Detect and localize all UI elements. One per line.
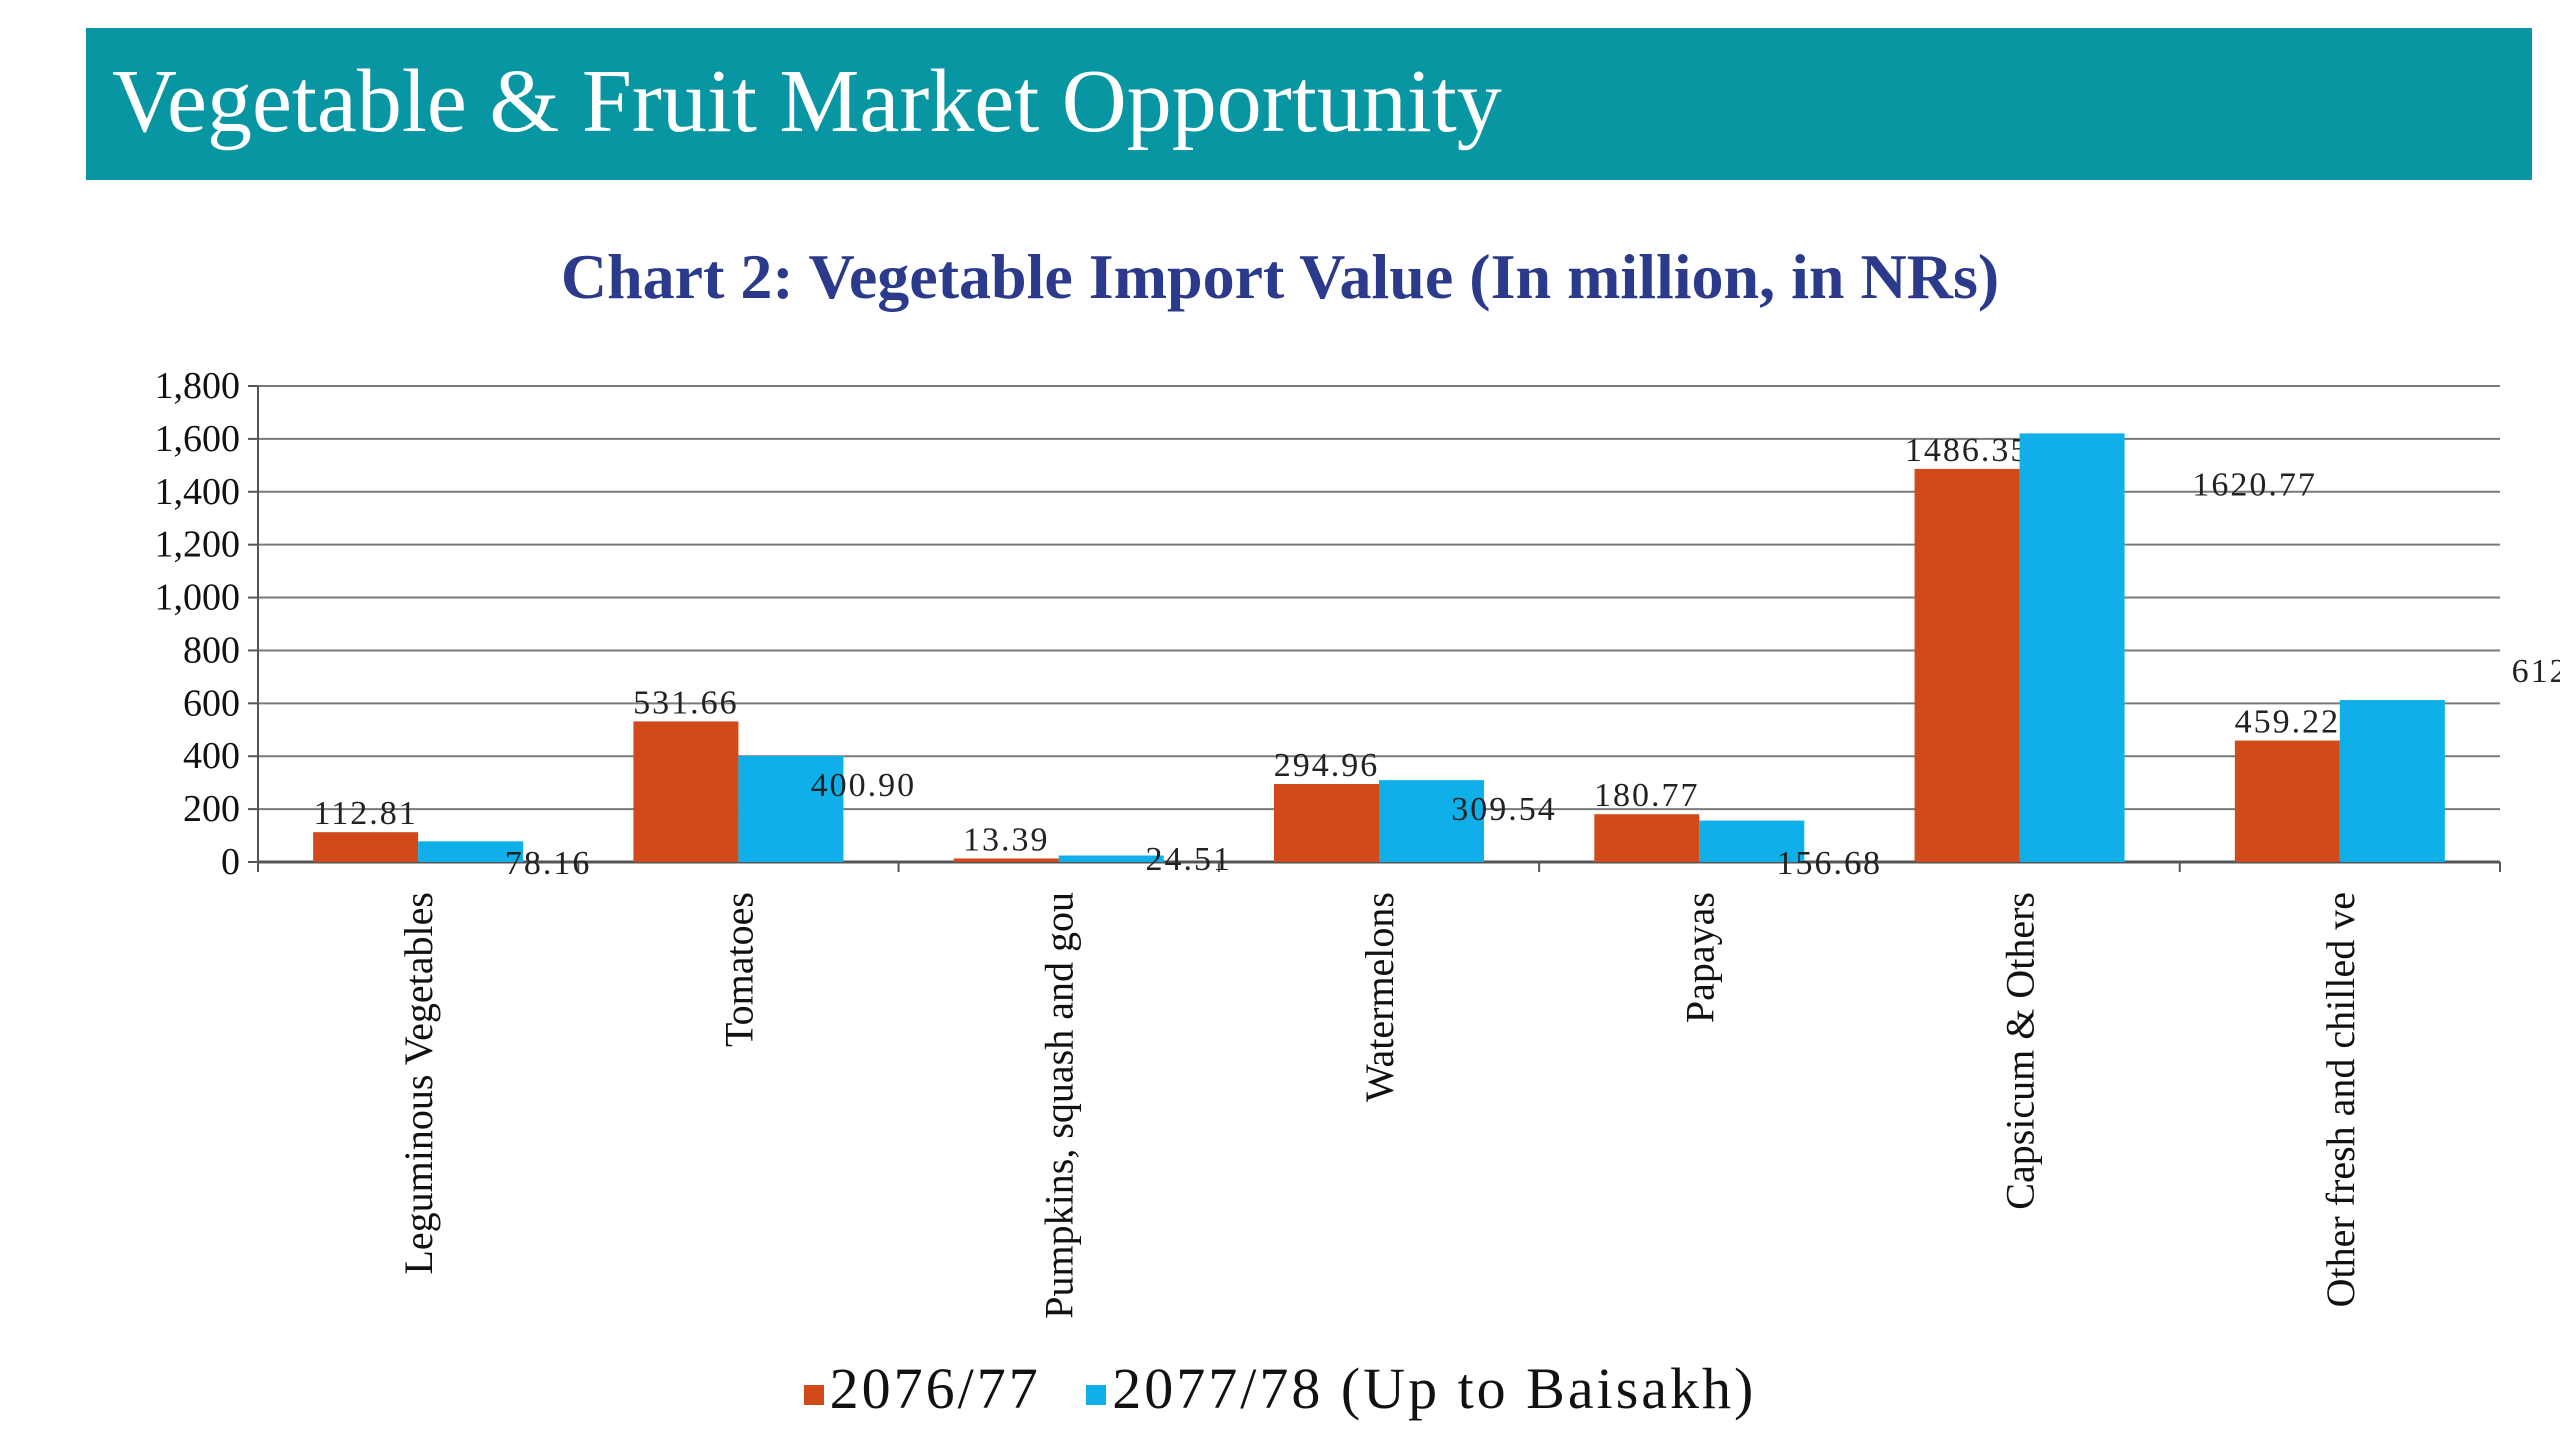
bar-1-3	[1274, 783, 1379, 862]
legend-item-series-2: 2077/78 (Up to Baisakh)	[1086, 1355, 1756, 1422]
category-label-4: Papayas	[1677, 892, 1722, 1023]
data-label-2-3: 309.54	[1451, 791, 1557, 828]
data-label-1-6: 459.22	[2235, 704, 2341, 741]
bar-2-0	[418, 841, 524, 862]
page-title: Vegetable & Fruit Market Opportunity	[112, 52, 1502, 151]
bar-1-4	[1594, 814, 1700, 862]
y-tick-label: 0	[221, 841, 240, 883]
data-label-2-0: 78.16	[505, 845, 592, 882]
y-tick-label: 800	[183, 629, 240, 671]
chart-legend: 2076/77 2077/78 (Up to Baisakh)	[0, 1355, 2560, 1422]
data-label-2-5: 1620.77	[2192, 466, 2317, 503]
data-label-1-3: 294.96	[1274, 747, 1380, 784]
bar-1-5	[1914, 468, 2020, 862]
header-banner: Vegetable & Fruit Market Opportunity	[86, 28, 2532, 180]
data-label-2-4: 156.68	[1777, 845, 1883, 882]
data-label-1-1: 531.66	[633, 684, 739, 721]
y-tick-label: 400	[183, 735, 240, 777]
bar-2-1	[738, 755, 844, 862]
data-label-1-2: 13.39	[963, 821, 1050, 858]
category-label-6: Other fresh and chilled ve	[2318, 892, 2363, 1307]
y-tick-label: 600	[183, 682, 240, 724]
bar-1-0	[313, 832, 419, 862]
y-tick-label: 1,600	[155, 418, 241, 460]
chart-title: Chart 2: Vegetable Import Value (In mill…	[560, 241, 2000, 312]
data-label-2-6: 612.3	[2512, 653, 2560, 690]
y-tick-label: 1,200	[155, 524, 241, 566]
legend-label-series-2: 2077/78 (Up to Baisakh)	[1112, 1356, 1757, 1421]
y-tick-label: 1,400	[155, 471, 241, 513]
bar-1-1	[633, 721, 739, 862]
bar-1-6	[2234, 740, 2340, 862]
y-tick-label: 200	[183, 788, 240, 830]
category-label-0: Leguminous Vegetables	[396, 892, 441, 1275]
bar-2-4	[1699, 820, 1805, 862]
y-tick-label: 1,800	[155, 365, 241, 407]
bar-2-2	[1058, 855, 1164, 862]
bar-2-6	[2339, 700, 2445, 862]
legend-item-series-1: 2076/77	[803, 1355, 1041, 1422]
data-label-1-4: 180.77	[1594, 777, 1700, 814]
data-label-1-5: 1486.35	[1905, 432, 2030, 469]
category-label-2: Pumpkins, squash and gou	[1037, 892, 1082, 1319]
bar-2-3	[1379, 780, 1484, 862]
category-label-3: Watermelons	[1357, 892, 1402, 1102]
legend-label-series-1: 2076/77	[829, 1356, 1041, 1421]
category-label-5: Capsicum & Others	[1998, 892, 2043, 1210]
legend-swatch-series-2	[1086, 1384, 1107, 1405]
data-label-1-0: 112.81	[314, 795, 418, 832]
legend-swatch-series-1	[803, 1384, 824, 1405]
bar-2-5	[2019, 433, 2125, 862]
bar-1-2	[953, 858, 1059, 862]
data-label-2-1: 400.90	[811, 767, 917, 804]
y-tick-label: 1,000	[155, 577, 241, 619]
data-label-2-2: 24.51	[1145, 841, 1232, 878]
category-label-1: Tomatoes	[716, 892, 761, 1047]
